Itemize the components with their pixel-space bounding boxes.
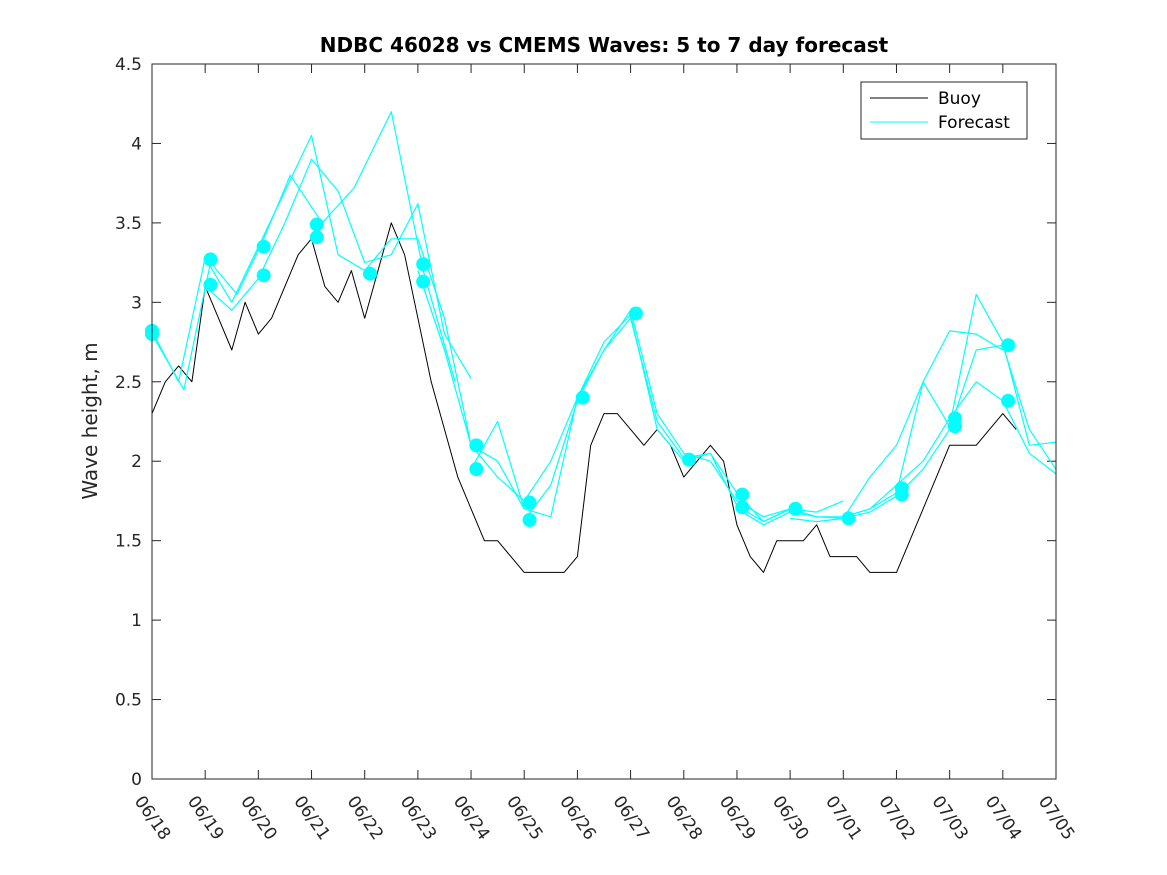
marker-layer	[145, 217, 1016, 528]
forecast-start-marker	[203, 277, 218, 292]
y-tick-label: 1.5	[115, 532, 142, 552]
forecast-start-marker	[788, 501, 803, 516]
x-tick-label: 06/28	[662, 792, 706, 844]
x-tick-label: 06/20	[236, 792, 280, 844]
x-tick-label: 06/19	[183, 792, 227, 844]
legend-forecast-label: Forecast	[938, 113, 1010, 133]
x-tick-label: 07/01	[821, 792, 865, 844]
x-tick-label: 06/30	[768, 792, 812, 844]
forecast-start-marker	[841, 511, 856, 526]
x-tick-label: 07/04	[981, 792, 1025, 844]
x-tick-label: 06/18	[130, 792, 174, 844]
x-tick-label: 07/03	[928, 792, 972, 844]
buoy-series-line	[151, 222, 1017, 573]
x-tick-label: 06/29	[715, 792, 759, 844]
forecast-start-marker	[947, 419, 962, 434]
x-tick-label: 06/27	[608, 792, 652, 844]
x-tick-label: 07/05	[1034, 792, 1078, 844]
forecast-start-marker	[469, 462, 484, 477]
x-tick-label: 06/24	[449, 792, 493, 844]
forecast-start-marker	[682, 452, 697, 467]
x-tick-label: 06/22	[343, 792, 387, 844]
chart-title: NDBC 46028 vs CMEMS Waves: 5 to 7 day fo…	[320, 33, 889, 57]
y-axis-label: Wave height, m	[78, 342, 102, 499]
forecast-start-marker	[575, 390, 590, 405]
forecast-start-marker	[256, 239, 271, 254]
forecast-start-marker	[256, 268, 271, 283]
legend-buoy-label: Buoy	[938, 89, 981, 109]
forecast-series-line	[204, 158, 472, 379]
forecast-start-marker	[309, 217, 324, 232]
x-tick-label: 07/02	[874, 792, 918, 844]
forecast-start-marker	[469, 438, 484, 453]
plot-frame	[151, 63, 1057, 780]
forecast-start-marker	[735, 500, 750, 515]
forecast-series-line	[151, 111, 456, 391]
forecast-start-marker	[522, 513, 537, 528]
forecast-start-marker	[309, 230, 324, 245]
y-tick-label: 1	[131, 611, 142, 631]
forecast-start-marker	[203, 252, 218, 267]
forecast-series-line	[790, 344, 1057, 523]
x-tick-label: 06/25	[502, 792, 546, 844]
y-tick-label: 4.5	[115, 55, 142, 75]
forecast-start-marker	[363, 266, 378, 281]
forecast-start-marker	[1001, 338, 1016, 353]
legend: Buoy Forecast	[860, 81, 1028, 140]
series-layer	[151, 111, 1057, 573]
forecast-start-marker	[416, 274, 431, 289]
x-tick-label: 06/26	[555, 792, 599, 844]
forecast-start-marker	[894, 487, 909, 502]
y-tick-label: 2	[131, 452, 142, 472]
forecast-start-marker	[1001, 393, 1016, 408]
y-tick-label: 0.5	[115, 691, 142, 711]
x-tick-label: 06/23	[396, 792, 440, 844]
y-tick-label: 3.5	[115, 214, 142, 234]
forecast-start-marker	[416, 257, 431, 272]
legend-box	[860, 81, 1028, 140]
y-tick-label: 4	[131, 134, 142, 154]
forecast-start-marker	[522, 495, 537, 510]
y-tick-label: 2.5	[115, 373, 142, 393]
y-tick-label: 3	[131, 293, 142, 313]
x-tick-label: 06/21	[289, 792, 333, 844]
forecast-start-marker	[735, 487, 750, 502]
plot-background	[152, 64, 1056, 779]
forecast-start-marker	[628, 306, 643, 321]
forecast-series-line	[151, 134, 525, 510]
y-tick-label: 0	[131, 770, 142, 790]
